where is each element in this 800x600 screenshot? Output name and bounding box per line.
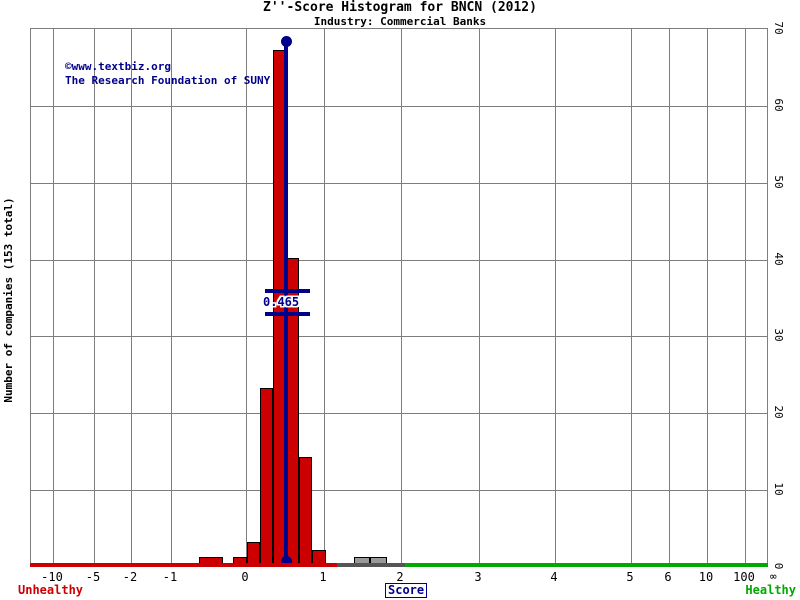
x-tick-label: 3 <box>474 570 482 584</box>
gridline-horizontal <box>31 413 767 415</box>
y-axis-title: Number of companies (153 total) <box>2 197 15 403</box>
histogram-bar <box>299 457 312 565</box>
unhealthy-label: Unhealthy <box>18 583 84 597</box>
axis-zone-strip <box>405 563 768 567</box>
gridline-vertical <box>401 29 402 565</box>
y-tick-label: 30 <box>772 328 785 343</box>
gridline-vertical <box>669 29 670 565</box>
marker-line <box>284 41 288 561</box>
x-tick-label: -10 <box>41 570 63 584</box>
chart-title: Z''-Score Histogram for BNCN (2012) <box>263 0 537 15</box>
marker-value-label: 0.465 <box>263 295 300 309</box>
marker-dot-bottom <box>280 556 292 567</box>
y-tick-label: 20 <box>772 405 785 419</box>
score-axis-label: Score <box>385 583 428 598</box>
x-tick-label: 2 <box>396 570 404 584</box>
gridline-vertical <box>171 29 172 565</box>
y-tick-label: 70 <box>772 21 785 35</box>
x-tick-label: 10 <box>698 570 714 584</box>
x-tick-label: 1 <box>319 570 327 584</box>
credit-line-1: ©www.textbiz.org <box>65 60 171 73</box>
gridline-horizontal <box>31 336 767 338</box>
gridline-vertical <box>707 29 708 565</box>
gridline-vertical <box>479 29 480 565</box>
marker-whisker-upper <box>265 289 310 293</box>
x-tick-label: 4 <box>550 570 558 584</box>
gridline-vertical <box>53 29 54 565</box>
x-tick-label: 5 <box>626 570 634 584</box>
credit-line-2: The Research Foundation of SUNY <box>65 74 271 87</box>
gridline-horizontal <box>31 182 767 184</box>
gridline-horizontal <box>31 259 767 261</box>
x-tick-label: -1 <box>162 570 178 584</box>
x-tick-label: 0 <box>241 570 249 584</box>
marker-whisker-lower <box>265 312 310 316</box>
gridline-vertical <box>94 29 95 565</box>
histogram-bar <box>260 388 273 565</box>
gridline-vertical <box>246 29 247 565</box>
chart-subtitle: Industry: Commercial Banks <box>313 15 487 28</box>
gridline-vertical <box>324 29 325 565</box>
marker-dot-top <box>280 36 292 47</box>
x-tick-label: 6 <box>664 570 672 584</box>
gridline-vertical <box>745 29 746 565</box>
gridline-vertical <box>131 29 132 565</box>
y-tick-label: 40 <box>772 251 785 266</box>
plot-area: 0.465 ©www.textbiz.org The Research Foun… <box>30 28 768 567</box>
gridline-horizontal <box>31 105 767 107</box>
y-tick-label: 50 <box>772 175 785 189</box>
axis-zone-strip <box>30 563 337 567</box>
gridline-vertical <box>631 29 632 565</box>
credit-block: ©www.textbiz.org The Research Foundation… <box>65 60 270 88</box>
infinity-tick: ∞ <box>770 570 777 583</box>
healthy-label: Healthy <box>745 583 796 597</box>
y-tick-label: 60 <box>772 98 785 112</box>
x-tick-label: -2 <box>122 570 138 584</box>
gridline-horizontal <box>31 490 767 492</box>
x-tick-label: -5 <box>85 570 101 584</box>
y-tick-label: 10 <box>772 482 785 496</box>
y-tick-label: 0 <box>772 562 785 570</box>
gridline-vertical <box>555 29 556 565</box>
axis-zone-strip <box>337 563 405 567</box>
histogram-bar <box>247 541 260 565</box>
x-tick-label: 100 <box>733 570 755 584</box>
